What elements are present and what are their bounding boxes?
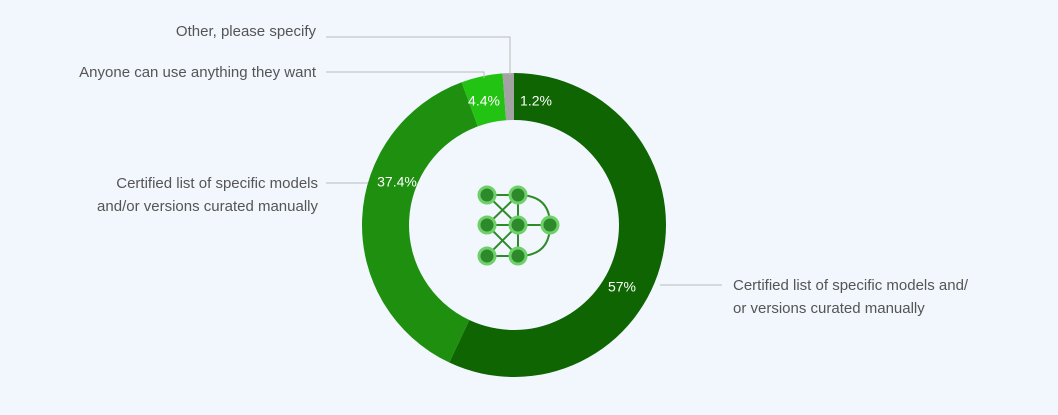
leader-line	[326, 36, 511, 75]
value-label: 1.2%	[520, 93, 552, 109]
category-label: Certified list of specific models and/or…	[97, 175, 318, 215]
category-label: Anyone can use anything they want	[79, 64, 316, 81]
slice	[449, 73, 666, 377]
slice	[361, 82, 478, 363]
value-label: 4.4%	[468, 93, 500, 109]
slice	[461, 73, 507, 127]
value-label: 57%	[608, 279, 636, 295]
category-label: Other, please specify	[175, 23, 316, 40]
leader-line	[326, 71, 485, 78]
category-label: Certified list of specific models and/ o…	[733, 277, 969, 317]
center-icon	[477, 185, 560, 266]
value-label: 37.4%	[377, 174, 417, 190]
slice	[502, 73, 514, 121]
